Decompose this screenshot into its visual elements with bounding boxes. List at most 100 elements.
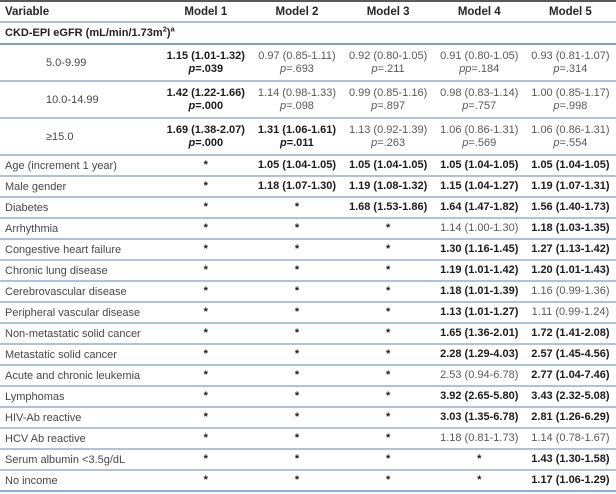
table-row-cerebrovascular-disease: Cerebrovascular disease * * * 1.18 (1.01-1.3… [0, 281, 616, 303]
hr-value-cell: 0.97 (0.85-1.11) p=.693 [251, 44, 343, 82]
asterisk: * [385, 285, 391, 298]
p-value: pp=.184 [459, 63, 500, 76]
not-included-asterisk: * [251, 218, 343, 240]
hr-value: 1.65 (1.36-2.01) [440, 327, 519, 340]
not-included-asterisk: * [251, 260, 343, 282]
column-header-model-2: Model 2 [251, 1, 343, 23]
not-included-asterisk: * [342, 344, 434, 366]
p-value: p=.693 [279, 63, 314, 76]
hr-value: 1.15 (1.01-1.32) [166, 50, 245, 63]
asterisk: * [294, 243, 300, 256]
hr-value: 1.16 (0.99-1.36) [531, 285, 610, 298]
hr-value: 3.92 (2.65-5.80) [440, 390, 519, 403]
header-row: Variable Model 1 Model 2 Model 3 Model 4 Mode… [0, 1, 616, 23]
row-label: Peripheral vascular disease [0, 302, 161, 324]
hr-value: 0.93 (0.81-1.07) [531, 50, 610, 63]
hr-value-cell: 0.92 (0.80-1.05) p=.211 [342, 44, 434, 82]
not-included-asterisk: * [160, 302, 252, 324]
hr-value-cell: 1.06 (0.86-1.31) p=.554 [524, 118, 616, 156]
table-row-arrhythmia: Arrhythmia * * * 1.14 (1.00-1.30) 1.18 (1.03-… [0, 218, 616, 240]
asterisk: * [203, 222, 208, 235]
not-included-asterisk: * [342, 407, 434, 429]
not-included-asterisk: * [160, 449, 252, 471]
hr-value: 1.15 (1.04-1.27) [440, 180, 519, 193]
asterisk: * [385, 369, 391, 382]
not-included-asterisk: * [160, 323, 252, 345]
hr-value: 1.18 (0.81-1.73) [440, 432, 519, 445]
hr-value-cell: 1.20 (1.01-1.43) [524, 260, 616, 282]
hr-value-cell: 2.57 (1.45-4.56) [524, 344, 616, 366]
hr-value: 0.91 (0.80-1.05) [440, 50, 519, 63]
hr-value: 2.77 (1.04-7.46) [531, 369, 610, 382]
hr-value: 0.98 (0.83-1.14) [440, 87, 519, 100]
row-label: Cerebrovascular disease [0, 281, 161, 303]
asterisk: * [203, 411, 208, 424]
hr-value: 1.05 (1.04-1.05) [440, 159, 519, 172]
asterisk: * [294, 201, 300, 214]
hr-value-cell: 1.64 (1.47-1.82) [433, 197, 525, 219]
hr-value: 1.43 (1.30-1.58) [531, 453, 610, 466]
column-header-model-5: Model 5 [524, 1, 616, 23]
not-included-asterisk: * [342, 428, 434, 450]
p-value: p=.554 [553, 137, 588, 150]
row-label: Age (increment 1 year) [0, 155, 161, 177]
hr-value: 1.13 (0.92-1.39) [348, 124, 428, 137]
table-row-serum-albumin-3-5g-dl: Serum albumin <3.5g/dL * * * * 1.43 (1.30-1.5… [0, 449, 616, 471]
asterisk: * [294, 411, 300, 424]
hr-value: 1.69 (1.38-2.07) [166, 124, 245, 137]
row-label: 10.0-14.99 [0, 81, 161, 119]
hr-value-cell: 2.53 (0.94-6.78) [433, 365, 525, 387]
p-value: p=.263 [371, 137, 406, 150]
asterisk: * [294, 453, 300, 466]
hr-value: 0.97 (0.85-1.11) [258, 50, 336, 63]
p-value: p=.757 [462, 100, 497, 113]
hr-value: 1.27 (1.13-1.42) [531, 243, 610, 256]
not-included-asterisk: * [342, 260, 434, 282]
table-row-10-0-14-99: 10.0-14.99 1.42 (1.22-1.66) p=.000 1.14 (0.… [0, 81, 616, 119]
asterisk: * [203, 159, 208, 172]
not-included-asterisk: * [433, 470, 525, 492]
asterisk: * [294, 390, 300, 403]
row-label: Arrhythmia [0, 218, 161, 240]
table-row-chronic-lung-disease: Chronic lung disease * * * 1.19 (1.01-1.42) 1… [0, 260, 616, 282]
hr-value-cell: 3.43 (2.32-5.08) [524, 386, 616, 408]
section-header-text: a [170, 24, 175, 34]
hr-value: 1.19 (1.07-1.31) [531, 180, 610, 193]
p-value: p=.098 [279, 100, 314, 113]
asterisk: * [203, 285, 208, 298]
asterisk: * [203, 264, 208, 277]
hr-value-cell: 3.03 (1.35-6.78) [433, 407, 525, 429]
table-row-peripheral-vascular-disease: Peripheral vascular disease * * * 1.13 (1.01… [0, 302, 616, 324]
asterisk: * [203, 327, 208, 340]
hr-value-cell: 3.92 (2.65-5.80) [433, 386, 525, 408]
column-header-model-4: Model 4 [433, 1, 525, 23]
asterisk: * [385, 264, 391, 277]
hr-value-cell: 1.14 (0.78-1.67) [524, 428, 616, 450]
asterisk: * [385, 222, 391, 235]
hr-value-cell: 1.14 (0.98-1.33) p=.098 [251, 81, 343, 119]
hr-value-cell: 1.27 (1.13-1.42) [524, 239, 616, 261]
asterisk: * [203, 306, 208, 319]
asterisk: * [294, 285, 300, 298]
hr-value: 1.42 (1.22-1.66) [166, 87, 245, 100]
hr-value: 1.64 (1.47-1.82) [440, 201, 519, 214]
hr-value-cell: 1.43 (1.30-1.58) [524, 449, 616, 471]
not-included-asterisk: * [251, 365, 343, 387]
hr-value: 0.92 (0.80-1.05) [348, 50, 428, 63]
hr-value: 3.03 (1.35-6.78) [440, 411, 519, 424]
hr-value-cell: 0.99 (0.85-1.16) p=.897 [342, 81, 434, 119]
hr-value: 1.20 (1.01-1.43) [531, 264, 610, 277]
hr-value-cell: 1.14 (1.00-1.30) [433, 218, 525, 240]
not-included-asterisk: * [342, 302, 434, 324]
not-included-asterisk: * [342, 470, 434, 492]
hr-value-cell: 1.18 (0.81-1.73) [433, 428, 525, 450]
hr-value-cell: 1.18 (1.07-1.30) [251, 176, 343, 198]
asterisk: * [385, 390, 391, 403]
hr-value-cell: 1.31 (1.06-1.61) p=.011 [251, 118, 343, 156]
not-included-asterisk: * [160, 407, 252, 429]
hr-value-cell: 1.15 (1.01-1.32) p=.039 [160, 44, 252, 82]
asterisk: * [385, 453, 391, 466]
hr-value: 1.13 (1.01-1.27) [440, 306, 519, 319]
not-included-asterisk: * [342, 323, 434, 345]
hr-value: 1.17 (1.06-1.29) [531, 474, 610, 487]
